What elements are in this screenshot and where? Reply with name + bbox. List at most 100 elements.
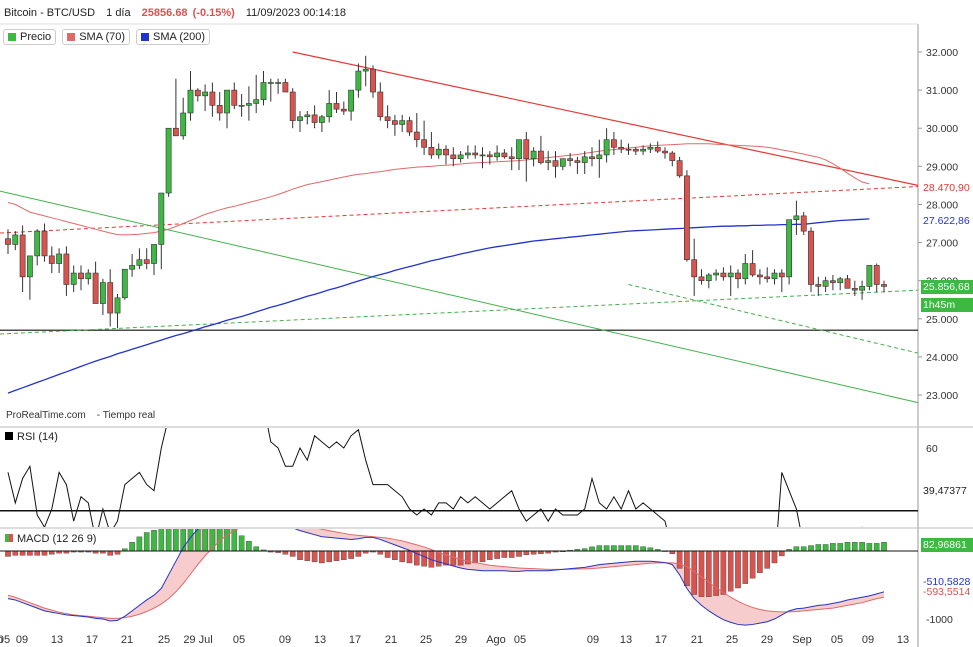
macd-histogram-bar — [392, 550, 398, 560]
macd-histogram-bar — [640, 546, 646, 552]
x-tick-label: 17 — [655, 634, 667, 646]
candle-body — [457, 154, 464, 160]
x-tick-label: 09 — [587, 634, 599, 646]
candle-body — [793, 215, 800, 220]
candle-body — [158, 192, 165, 245]
macd-histogram-bar — [355, 550, 362, 557]
macd-histogram-bar — [238, 535, 245, 552]
macd-histogram-bar — [487, 550, 493, 560]
macd-histogram-bar — [457, 550, 464, 566]
indicator-legend: Precio SMA (70) SMA (200) — [3, 29, 211, 45]
macd-swatch — [5, 534, 13, 542]
macd-histogram-bar — [735, 550, 741, 589]
candle-body — [464, 152, 471, 156]
macd-histogram-bar — [808, 545, 814, 552]
candle-body — [114, 297, 121, 314]
macd-histogram-bar — [253, 546, 260, 552]
candle-body — [421, 139, 427, 148]
candle-body — [559, 158, 566, 167]
macd-histogram-bar — [34, 550, 40, 556]
macd-histogram-bar — [311, 550, 318, 563]
candle-body — [837, 278, 844, 283]
y-tick-label: 24.000 — [926, 352, 958, 364]
candle-body — [173, 127, 179, 137]
macd-histogram-bar — [202, 529, 208, 552]
rising-dashed-red-line — [0, 185, 919, 234]
macd-histogram-bar — [881, 542, 887, 552]
candle-body — [581, 156, 588, 163]
x-tick-label: 13 — [51, 634, 63, 646]
candle-body — [151, 244, 157, 264]
x-tick-label: n — [0, 634, 3, 646]
candle-body — [48, 255, 55, 264]
candle-body — [771, 272, 778, 280]
candle-body — [735, 272, 741, 280]
candle-body — [165, 127, 172, 194]
candle-body — [275, 82, 281, 84]
macd-histogram-bar — [173, 529, 179, 552]
macd-histogram-bar — [844, 542, 851, 552]
candle-body — [56, 253, 62, 264]
macd-histogram-bar — [406, 550, 413, 564]
candle-body — [399, 120, 406, 125]
rising-dashed-green-line — [0, 289, 919, 335]
candle-body — [844, 278, 851, 289]
price-tag: 25.856,68 — [921, 280, 973, 294]
rsi-value-tag: 39,47377 — [923, 485, 967, 497]
y-tick-label: 29.000 — [926, 161, 958, 173]
macd-line-tag: -510,5828 — [923, 578, 971, 586]
macd-histogram-bar — [633, 545, 639, 552]
macd-histogram-bar — [603, 545, 610, 552]
macd-histogram-bar — [800, 546, 807, 552]
candle-body — [340, 108, 347, 112]
price-swatch — [8, 33, 16, 41]
source-site[interactable]: ProRealTime.com — [6, 410, 86, 421]
sma200-line — [7, 218, 870, 394]
macd-histogram-bar — [27, 550, 33, 556]
y-tick-label: 31.000 — [926, 85, 958, 97]
x-tick-label: Ago — [486, 634, 506, 646]
candle-body — [596, 154, 603, 160]
legend-price[interactable]: Precio — [3, 29, 57, 45]
macd-histogram-bar — [341, 550, 347, 560]
candle-body — [85, 272, 92, 280]
candle-body — [246, 103, 252, 106]
candle-body — [384, 116, 391, 121]
candle-body — [121, 268, 128, 299]
timeframe[interactable]: 1 día — [106, 7, 131, 19]
x-tick-label: 05 — [0, 634, 10, 646]
candle-body — [377, 91, 384, 118]
macd-histogram-bar — [523, 550, 530, 556]
legend-sma70[interactable]: SMA (70) — [62, 29, 131, 45]
macd-histogram-bar — [698, 550, 705, 597]
macd-histogram-bar — [348, 550, 354, 559]
candle-body — [822, 280, 829, 287]
y-tick-label: 23.000 — [926, 390, 958, 402]
candle-body — [873, 265, 880, 285]
y-tick-label: 32.000 — [926, 47, 958, 59]
macd-histogram-bar — [866, 543, 873, 552]
macd-histogram-bar — [399, 550, 406, 563]
candle-body — [881, 284, 887, 287]
macd-histogram-bar — [596, 545, 603, 552]
macd-histogram-bar — [742, 550, 749, 584]
macd-histogram-bar — [837, 543, 843, 552]
candle-body — [100, 282, 106, 304]
macd-histogram-bar — [727, 550, 734, 592]
macd-histogram-bar — [333, 550, 340, 561]
candle-body — [851, 287, 858, 291]
macd-histogram-bar — [165, 529, 172, 552]
legend-sma200[interactable]: SMA (200) — [136, 29, 211, 45]
candle-body — [348, 89, 354, 112]
macd-histogram-bar — [589, 546, 595, 552]
x-tick-label: 17 — [86, 634, 98, 646]
x-tick-label: 09 — [16, 634, 28, 646]
candle-body — [786, 219, 792, 278]
x-tick-label: 05 — [514, 634, 526, 646]
candle-body — [231, 89, 238, 106]
macd-histogram-bar — [136, 536, 143, 552]
candle-body — [443, 148, 449, 156]
macd-histogram-bar — [859, 542, 865, 552]
candle-body — [5, 238, 11, 245]
